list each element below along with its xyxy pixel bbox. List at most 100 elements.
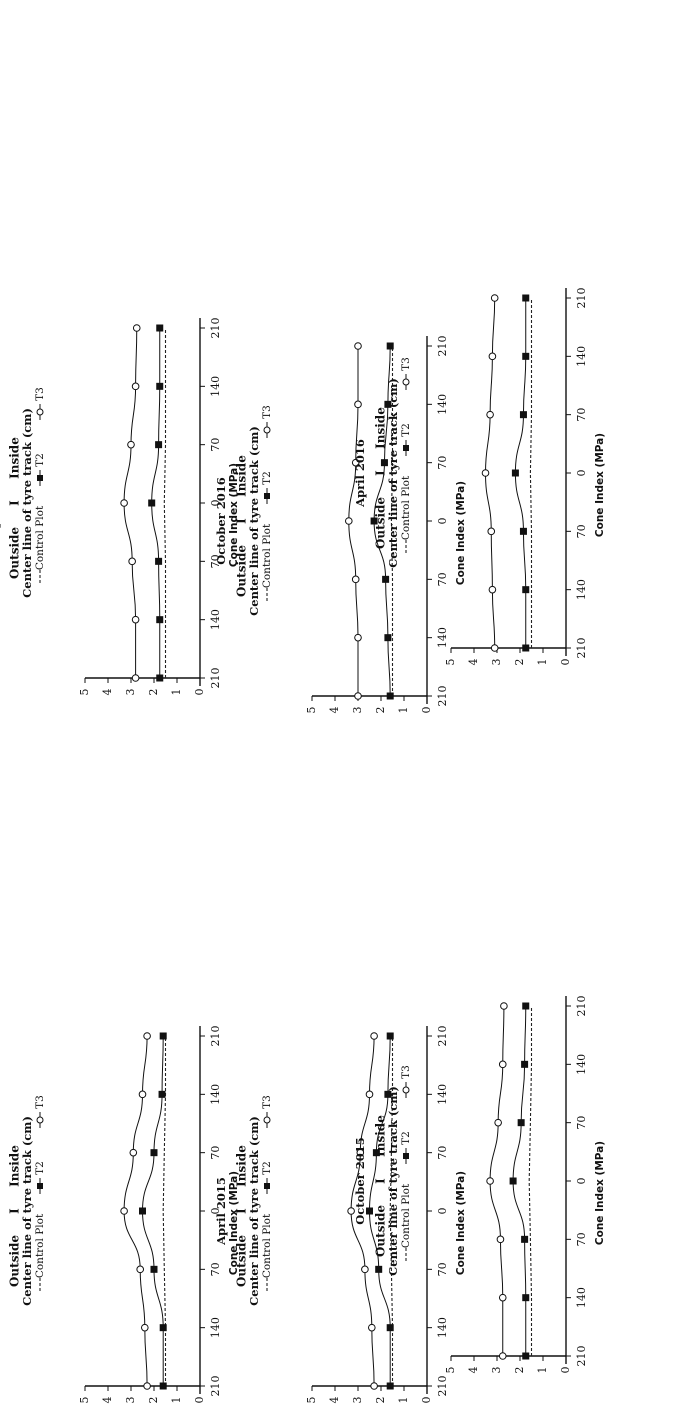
y-tick-label: 2 [513, 659, 526, 666]
series-line-control-plot [529, 298, 533, 648]
legend-t2-label: T2 [261, 471, 273, 485]
side-label-divider: I [235, 518, 249, 524]
side-label-inside: Inside [374, 1115, 388, 1157]
data-point-t3 [131, 615, 140, 624]
side-label-divider: I [8, 500, 22, 506]
data-point-t3 [361, 1265, 369, 1274]
data-point-t3 [498, 1352, 507, 1360]
x-tick-label: 210 [575, 288, 588, 309]
data-point-t3 [351, 458, 360, 467]
data-point-t2 [139, 1207, 146, 1215]
data-point-t3 [370, 1382, 378, 1390]
data-point-t2 [519, 411, 527, 419]
y-tick-label: 1 [170, 1397, 183, 1404]
y-tick-label: 2 [147, 1397, 160, 1404]
data-point-t3 [120, 499, 128, 507]
side-label-divider: I [374, 1178, 388, 1184]
legend-t2-marker [403, 1153, 409, 1159]
x-tick-label: 70 [209, 438, 222, 452]
data-point-t2 [366, 1207, 373, 1215]
data-point-t2 [522, 1002, 530, 1010]
legend-t3-marker [402, 1086, 410, 1094]
data-point-t2 [386, 1032, 394, 1040]
chart-title: October 2016 [214, 477, 228, 564]
data-point-t3 [490, 294, 499, 302]
data-point-t2 [386, 342, 394, 350]
chart-title: October 2015 [353, 1137, 367, 1224]
y-tick-label: 4 [467, 659, 480, 666]
side-label-divider: I [374, 470, 388, 476]
data-point-t3 [500, 1002, 508, 1010]
data-point-t2 [522, 644, 530, 652]
legend-t3-marker [36, 1116, 44, 1124]
data-point-t3 [354, 342, 362, 350]
y-tick-label: 0 [420, 707, 433, 714]
y-axis-label: Cone Index (MPa) [455, 481, 467, 585]
x-tick-label: 210 [209, 1376, 222, 1397]
data-point-t3 [481, 469, 490, 477]
data-point-t2 [521, 1060, 529, 1068]
legend-t3-label: T3 [400, 357, 412, 371]
chart-title: April 2016 [353, 439, 367, 508]
chart-title: October 2014 [0, 1167, 1, 1254]
x-tick-label: 0 [575, 1178, 588, 1185]
data-point-t3 [132, 324, 141, 332]
x-tick-label: 140 [575, 1287, 588, 1308]
data-point-t2 [511, 469, 519, 477]
data-point-t2 [384, 634, 392, 642]
x-tick-label: 140 [575, 1054, 588, 1075]
x-tick-label: 0 [209, 500, 222, 507]
legend-t2-label: T2 [34, 1161, 46, 1175]
y-axis-label: Cone Index (MPa) [228, 1171, 240, 1275]
data-point-t2 [156, 324, 164, 332]
y-tick-label: 4 [328, 1397, 341, 1404]
x-tick-label: 210 [209, 668, 222, 689]
data-point-t3 [488, 352, 497, 361]
data-point-t3 [354, 633, 362, 642]
data-point-t2 [522, 1294, 530, 1302]
legend-t2-label: T2 [400, 423, 412, 437]
data-point-t3 [347, 1207, 355, 1215]
series-line-control-plot [163, 328, 167, 678]
side-label-outside: Outside [235, 545, 249, 597]
x-tick-label: 70 [575, 408, 588, 422]
x-tick-label: 70 [436, 572, 449, 586]
y-tick-label: 5 [78, 689, 91, 696]
data-point-t2 [375, 1265, 383, 1273]
data-point-t3 [486, 410, 494, 419]
legend-control-label: Control Plot [261, 1213, 273, 1278]
x-tick-label: 140 [209, 376, 222, 397]
data-point-t2 [370, 517, 378, 525]
x-tick-label: 70 [209, 1262, 222, 1276]
x-tick-label: 140 [575, 579, 588, 600]
legend-t2-marker [264, 493, 270, 499]
data-point-t2 [372, 1149, 380, 1157]
data-point-t3 [136, 1265, 144, 1274]
y-tick-label: 1 [536, 1367, 549, 1374]
data-point-t3 [127, 440, 135, 449]
data-point-t3 [487, 527, 496, 536]
x-tick-label: 70 [209, 1146, 222, 1160]
x-tick-label: 140 [209, 1317, 222, 1338]
y-tick-label: 2 [147, 689, 160, 696]
data-point-t3 [354, 400, 362, 409]
legend-t3-marker [402, 378, 410, 386]
data-point-t3 [370, 1032, 378, 1040]
data-point-t2 [509, 1177, 517, 1185]
legend-t3-marker [263, 1116, 271, 1124]
y-tick-label: 0 [193, 689, 206, 696]
data-point-t2 [380, 459, 388, 467]
y-tick-label: 5 [78, 1397, 91, 1404]
x-tick-label: 0 [436, 518, 449, 525]
data-point-t3 [365, 1090, 374, 1099]
data-point-t3 [494, 1118, 502, 1127]
x-tick-label: 140 [209, 609, 222, 630]
series-line-control-plot [528, 1006, 533, 1356]
data-point-t3 [354, 692, 362, 700]
y-tick-label: 0 [559, 659, 572, 666]
